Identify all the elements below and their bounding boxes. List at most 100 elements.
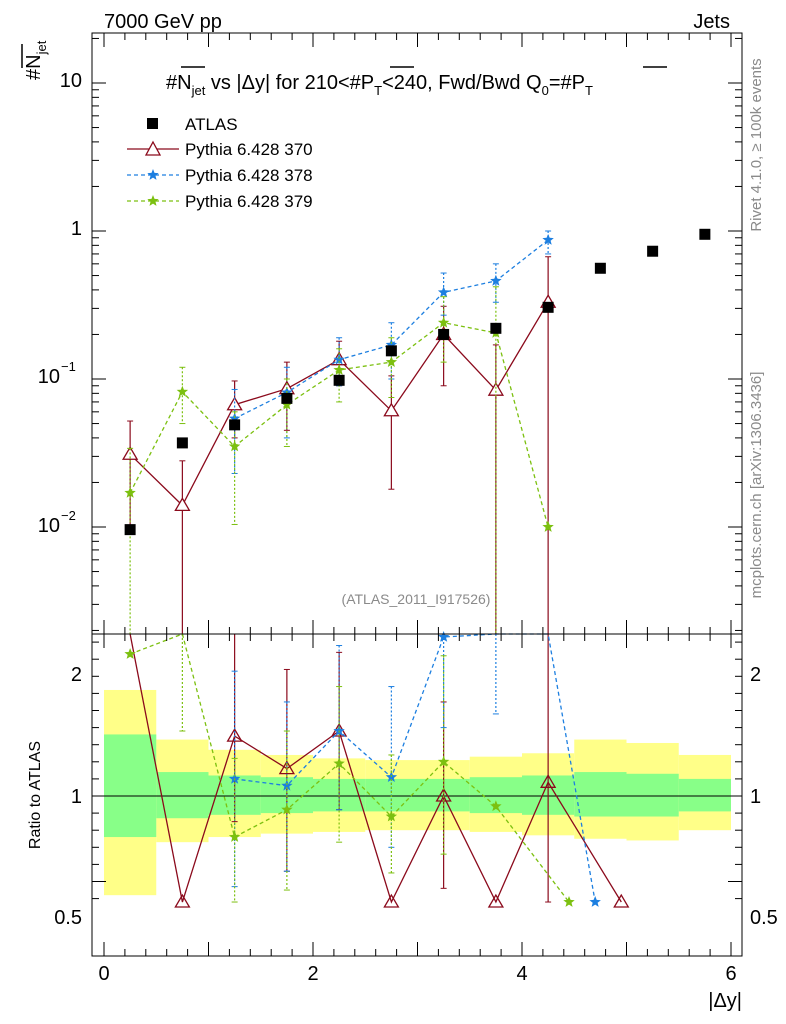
data-point-atlas — [594, 262, 606, 274]
ytick-label-0.1: 10 — [38, 366, 60, 388]
data-point-378 — [333, 353, 345, 365]
ratio-line — [129, 633, 622, 904]
main-y-tick-labels: 10 1 10 −1 10 −2 — [38, 70, 82, 537]
legend-star-378 — [147, 169, 159, 180]
mcplots-label: mcplots.cern.ch [arXiv:1306.3436] — [748, 372, 765, 599]
ratio-ytick-0.5-right: 0.5 — [750, 907, 778, 929]
xtick-label-0: 0 — [98, 963, 109, 985]
data-point-atlas — [647, 245, 659, 257]
ratio-ytick-2-right: 2 — [750, 664, 761, 686]
ratio-series-layer — [124, 631, 630, 908]
xtick-label-4: 4 — [516, 963, 527, 985]
series-pythia-6-428-379 — [124, 286, 554, 635]
ratio-point-379 — [385, 810, 398, 822]
data-point-379 — [437, 316, 450, 328]
ratio-ylabel: Ratio to ATLAS — [27, 741, 44, 849]
series-line — [129, 301, 549, 507]
data-point-379 — [176, 385, 189, 397]
main-axis-ticks — [92, 33, 742, 634]
main-ylabel: #Njet — [21, 40, 49, 80]
data-point-378 — [437, 286, 450, 298]
ratio-point-379 — [281, 803, 293, 815]
main-series-layer — [121, 228, 711, 635]
legend-star-379 — [147, 195, 159, 206]
ratio-point-378 — [437, 631, 450, 642]
ratio-point-379 — [124, 648, 136, 659]
ratio-point-378 — [228, 772, 241, 784]
ratio-point-378 — [333, 725, 345, 736]
data-point-378 — [542, 234, 554, 245]
legend: ATLAS Pythia 6.428 370 Pythia 6.428 378 … — [127, 115, 313, 211]
data-point-atlas — [124, 524, 136, 536]
data-point-atlas — [542, 301, 554, 313]
ratio-point-378 — [589, 896, 601, 907]
data-point-379 — [281, 398, 293, 410]
ytick-label-10: 10 — [60, 70, 82, 92]
band-green — [626, 773, 679, 817]
data-point-atlas — [176, 437, 188, 449]
ratio-point-370 — [278, 760, 296, 775]
ratio-point-379 — [490, 800, 502, 812]
main-panel: 10 1 10 −1 10 −2 #Njet #Njet vs |Δy| for… — [21, 32, 743, 635]
ratio-bands — [104, 689, 731, 896]
legend-marker-378 — [147, 169, 159, 180]
legend-label-378: Pythia 6.428 378 — [185, 166, 313, 185]
ytick-label-1: 1 — [71, 218, 82, 240]
series-line — [129, 322, 549, 528]
data-point-atlas — [385, 345, 397, 357]
ratio-series-pythia-6-428-379 — [124, 633, 575, 907]
data-point-atlas — [438, 328, 450, 340]
data-point-370 — [174, 497, 191, 512]
ratio-ytick-1-left: 1 — [71, 786, 82, 808]
ratio-panel: 2 1 0.5 2 1 0.5 Ratio to ATLAS 0 2 4 6 |… — [27, 631, 778, 1012]
ratio-point-379 — [437, 755, 450, 767]
data-point-atlas — [229, 419, 241, 431]
series-atlas — [124, 228, 711, 536]
chart-title: #Njet vs |Δy| for 210<#PT<240, Fwd/Bwd Q… — [166, 72, 593, 98]
legend-marker-atlas — [147, 118, 158, 129]
ytick-exp-0.01: −2 — [61, 508, 76, 523]
xlabel: |Δy| — [708, 990, 742, 1012]
data-point-atlas — [699, 228, 711, 240]
ratio-point-370 — [487, 893, 505, 908]
ytick-label-0.01: 10 — [38, 515, 60, 537]
ratio-ytick-1-right: 1 — [750, 786, 761, 808]
band-green — [574, 772, 627, 817]
ratio-point-370 — [174, 893, 191, 908]
ratio-point-370 — [613, 893, 630, 908]
data-point-379 — [124, 486, 136, 498]
header-right: Jets — [693, 11, 730, 33]
legend-label-atlas: ATLAS — [185, 115, 238, 134]
data-point-379 — [228, 440, 241, 452]
data-point-379 — [333, 364, 345, 375]
data-point-378 — [490, 274, 502, 286]
legend-label-370: Pythia 6.428 370 — [185, 140, 313, 159]
ratio-point-379 — [563, 896, 575, 907]
data-point-atlas — [281, 392, 293, 404]
header-left: 7000 GeV pp — [104, 11, 222, 33]
data-point-atlas — [490, 322, 502, 334]
rivet-label: Rivet 4.1.0, ≥ 100k events — [748, 58, 765, 231]
ratio-point-378 — [281, 779, 293, 791]
data-point-atlas — [333, 374, 345, 386]
ratio-point-370 — [383, 893, 400, 908]
xtick-label-6: 6 — [725, 963, 736, 985]
legend-marker-370 — [144, 140, 162, 156]
ratio-ytick-2-left: 2 — [71, 664, 82, 686]
data-point-379 — [385, 356, 398, 367]
ratio-point-379 — [333, 757, 345, 769]
data-point-370 — [383, 402, 400, 417]
band-green — [678, 778, 731, 812]
ratio-ytick-0.5-left: 0.5 — [54, 907, 82, 929]
ylabel-main: #Njet — [23, 40, 49, 80]
band-green — [104, 734, 157, 838]
xtick-label-2: 2 — [307, 963, 318, 985]
ytick-exp-0.1: −1 — [61, 359, 76, 374]
legend-marker-379 — [147, 195, 159, 206]
legend-label-379: Pythia 6.428 379 — [185, 192, 313, 211]
ratio-axis-ticks — [92, 634, 742, 956]
data-point-379 — [542, 521, 554, 532]
watermark: (ATLAS_2011_I917526) — [342, 591, 491, 607]
ratio-point-370 — [539, 774, 557, 788]
